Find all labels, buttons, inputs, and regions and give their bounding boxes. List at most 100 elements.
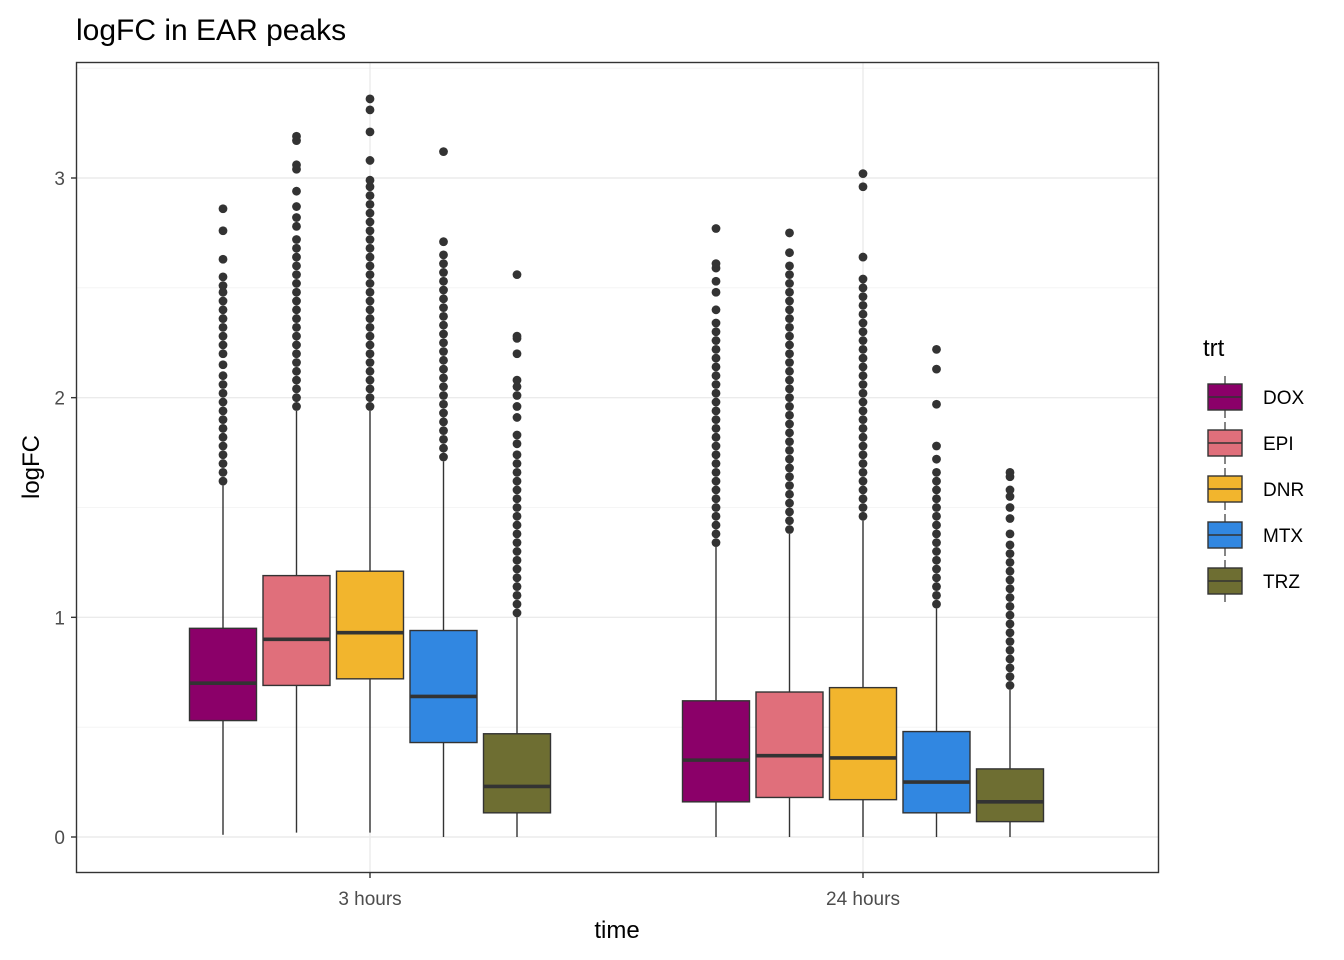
legend-item-dnr: DNR: [1207, 468, 1304, 510]
legend-label: MTX: [1263, 526, 1303, 547]
outlier-point: [711, 459, 721, 468]
outlier-point: [292, 270, 301, 280]
outlier-point: [439, 355, 448, 365]
outlier-point: [932, 582, 941, 591]
outlier-point: [932, 547, 941, 556]
outlier-point: [1005, 514, 1015, 523]
outlier-point: [292, 366, 301, 376]
outlier-point: [218, 397, 228, 407]
outlier-point: [292, 243, 301, 253]
outlier-point: [932, 344, 941, 354]
outlier-point: [785, 248, 794, 258]
outlier-point: [218, 322, 228, 332]
outlier-point: [785, 463, 794, 473]
outlier-point: [292, 331, 301, 341]
outlier-point: [711, 529, 721, 539]
outlier-point: [512, 485, 522, 495]
outlier-point: [512, 331, 522, 341]
box-body: [409, 629, 478, 744]
outlier-point: [932, 573, 941, 583]
outlier-point: [711, 520, 721, 530]
outlier-point: [439, 268, 448, 277]
panel-border: [75, 61, 1160, 874]
outlier-point: [932, 511, 941, 521]
outlier-point: [785, 340, 794, 350]
outlier-point: [292, 252, 301, 262]
box-body: [975, 768, 1045, 823]
outlier-point: [512, 494, 522, 504]
outlier-point: [365, 199, 375, 209]
outlier-point: [858, 485, 868, 495]
outlier-point: [512, 520, 522, 530]
outlier-point: [858, 274, 868, 284]
outlier-point: [1005, 485, 1015, 495]
outlier-point: [512, 450, 522, 460]
outlier-point: [365, 235, 375, 244]
outlier-point: [858, 292, 868, 302]
y-tick-label: 3: [54, 169, 65, 190]
outlier-point: [858, 169, 868, 179]
outlier-point: [1005, 663, 1015, 673]
outlier-point: [711, 424, 721, 433]
box-trz-3-hours: [482, 270, 552, 837]
outlier-point: [785, 384, 794, 394]
outlier-point: [512, 590, 522, 600]
legend-item-mtx: MTX: [1207, 514, 1303, 556]
outlier-point: [365, 349, 375, 359]
outlier-point: [711, 432, 721, 442]
legend-item-trz: TRZ: [1207, 560, 1300, 602]
outlier-point: [292, 349, 301, 359]
outlier-point: [711, 494, 721, 504]
outlier-point: [218, 415, 228, 425]
outlier-point: [711, 397, 721, 407]
outlier-point: [439, 347, 448, 356]
outlier-point: [439, 259, 448, 269]
outlier-point: [512, 599, 522, 609]
outlier-point: [1005, 575, 1015, 585]
outlier-point: [1005, 601, 1015, 611]
outlier-point: [439, 391, 448, 400]
outlier-point: [439, 237, 448, 247]
y-tick-label: 0: [54, 828, 65, 849]
y-tick-label: 1: [54, 608, 65, 629]
outlier-point: [858, 380, 868, 389]
legend-label: EPI: [1263, 434, 1294, 455]
outlier-point: [512, 459, 522, 468]
outlier-point: [292, 393, 301, 403]
outlier-point: [711, 305, 721, 315]
outlier-point: [365, 175, 375, 185]
outlier-point: [512, 529, 522, 539]
outlier-point: [785, 279, 794, 288]
outlier-point: [785, 228, 794, 238]
outlier-point: [292, 287, 301, 297]
outlier-point: [858, 503, 868, 512]
outlier-point: [365, 270, 375, 280]
y-tick-label: 2: [54, 389, 65, 410]
outlier-point: [785, 445, 794, 455]
outlier-point: [292, 261, 301, 271]
outlier-point: [1005, 681, 1015, 690]
outlier-point: [365, 217, 375, 227]
outlier-point: [785, 375, 794, 385]
outlier-point: [858, 441, 868, 451]
outlier-point: [1005, 672, 1015, 682]
outlier-point: [785, 314, 794, 323]
outlier-point: [218, 314, 228, 323]
outlier-point: [512, 555, 522, 565]
box-trz-24-hours: [975, 467, 1045, 837]
outlier-point: [932, 520, 941, 530]
outlier-point: [1005, 549, 1015, 559]
box-body: [188, 627, 258, 722]
outlier-point: [512, 375, 522, 385]
outlier-point: [365, 384, 375, 394]
outlier-point: [512, 564, 522, 574]
outlier-point: [218, 305, 228, 315]
outlier-point: [365, 261, 375, 271]
box-body: [335, 570, 405, 680]
outlier-point: [365, 402, 375, 411]
outlier-point: [858, 252, 868, 262]
outlier-point: [292, 358, 301, 367]
outlier-point: [858, 476, 868, 486]
outlier-point: [218, 272, 228, 282]
